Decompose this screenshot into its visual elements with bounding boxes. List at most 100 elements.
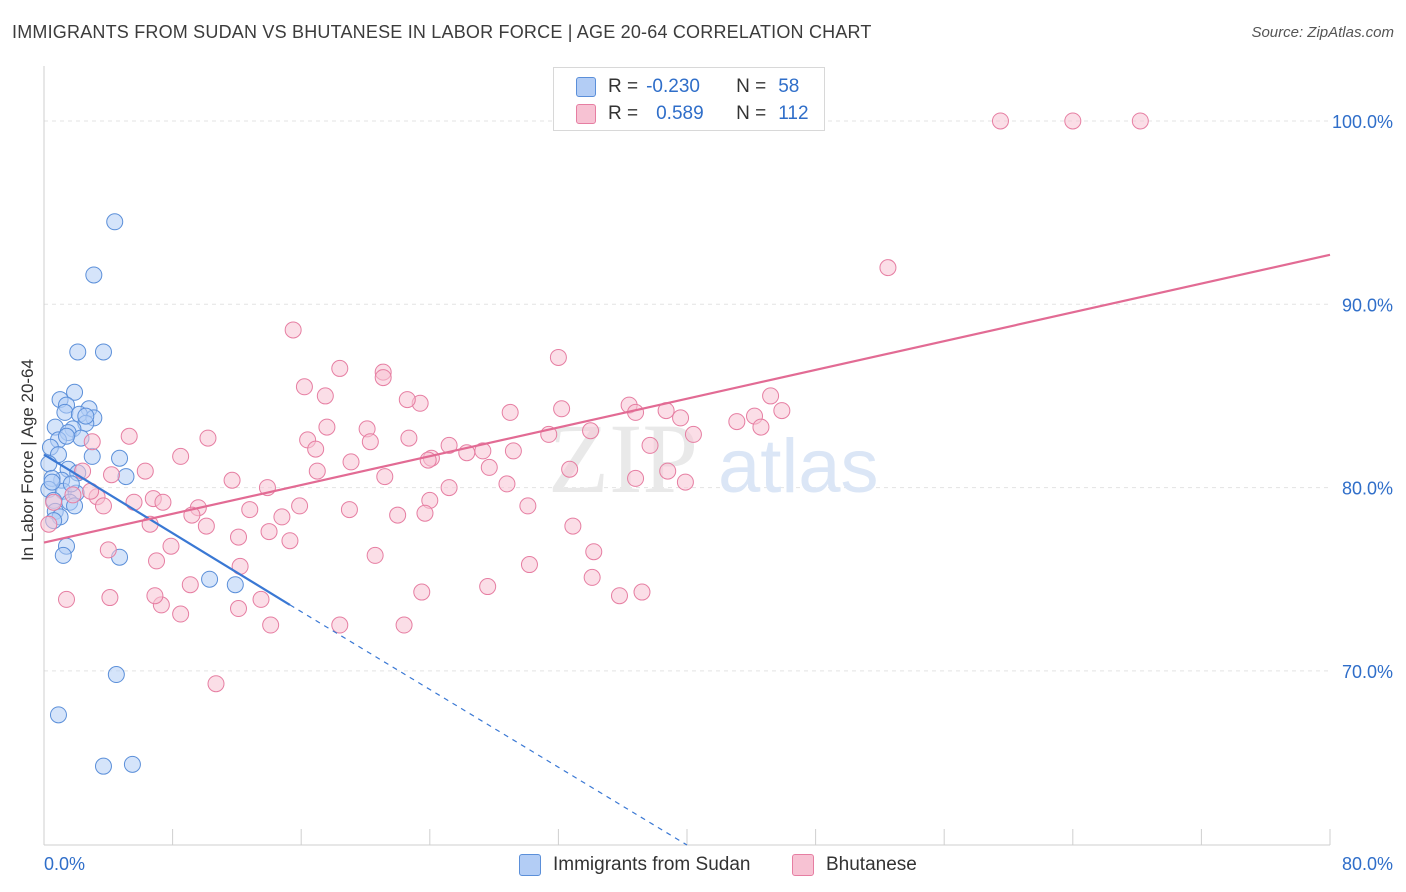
bhutanese-point [284,321,302,339]
bhutanese-point [561,460,579,478]
y-axis-label: In Labor Force | Age 20-64 [18,359,37,561]
bhutanese-point [197,517,215,535]
bhutanese-point [440,436,458,454]
watermark-atlas: atlas [718,424,879,509]
bhutanese-point [99,541,117,559]
bhutanese-point [480,458,498,476]
sudan-point [111,449,129,467]
y-tick-label: 70.0% [1342,662,1393,682]
legend-r-value: 0.589 [656,103,704,124]
legend-n-value: 112 [778,103,809,124]
bhutanese-point [252,590,270,608]
sudan-point [106,213,124,231]
bhutanese-point [64,486,82,504]
x-tick-label: 80.0% [1342,854,1393,874]
sudan-point [56,403,74,421]
bhutanese-point [148,552,166,570]
bhutanese-point [74,462,92,480]
bhutanese-point [101,589,119,607]
sudan-legend-swatch [519,854,541,876]
sudan-point [123,755,141,773]
bhutanese-point [498,475,516,493]
bhutanese-point [291,497,309,515]
bhutanese-point [641,436,659,454]
bhutanese-point [413,583,431,601]
bhutanese-point [676,473,694,491]
sudan-trend-line [43,453,291,606]
sudan-point [69,343,87,361]
bhutanese-point [162,537,180,555]
sudan-point [58,427,76,445]
series-name-sudan: Immigrants from Sudan [553,854,751,875]
bhutanese-point [331,616,349,634]
bhutanese-point [361,433,379,451]
bhutanese-point [223,471,241,489]
bhutanese-point [1064,112,1082,130]
bhutanese-point [125,493,143,511]
bhutanese-point [1131,112,1149,130]
legend-n-value: 58 [778,76,800,97]
bhutanese-point [762,387,780,405]
bhutanese-point [752,418,770,436]
bhutanese-point [260,523,278,541]
legend-r-label: R = [608,103,639,124]
bhutanese-point [549,348,567,366]
trend-lines [43,253,1331,846]
bhutanese-point [316,387,334,405]
sudan-point [54,546,72,564]
bhutanese-point [684,425,702,443]
legend-row-bhutanese: R = 0.589 N = 112 [576,101,809,127]
bhutanese-point [479,578,497,596]
bhutanese-point [501,403,519,421]
sudan-point [85,266,103,284]
bhutanese-point [376,468,394,486]
bhutanese-point [308,462,326,480]
bhutanese-point [991,112,1009,130]
bhutanese-point [273,508,291,526]
bhutanese-point [504,442,522,460]
bhutanese-point [659,462,677,480]
bhutanese-point [318,418,336,436]
bhutanese-legend-swatch [792,854,814,876]
bhutanese-point [633,583,651,601]
bhutanese-point [172,605,190,623]
bhutanese-point [281,532,299,550]
data-points [40,112,1149,775]
bhutanese-point [262,616,280,634]
bhutanese-point [40,515,58,533]
bhutanese-point [585,543,603,561]
bhutanese-point [879,259,897,277]
legend-row-sudan: R = -0.230 N = 58 [576,74,799,100]
correlation-legend: R = -0.230 N = 58 R = 0.589 N = 112 [553,67,825,131]
bhutanese-point [389,506,407,524]
bhutanese-point [331,359,349,377]
bhutanese-point [307,440,325,458]
sudan-swatch [576,77,596,97]
bhutanese-point [416,504,434,522]
bhutanese-point [295,378,313,396]
bhutanese-point [94,497,112,515]
bhutanese-point [519,497,537,515]
bhutanese-point [374,369,392,387]
sudan-point [49,706,67,724]
bhutanese-trend-line [43,253,1331,544]
sudan-point [107,666,125,684]
bhutanese-point [241,501,259,519]
sudan-point [43,473,61,491]
bhutanese-point [199,429,217,447]
bhutanese-point [520,556,538,574]
bhutanese-point [564,517,582,535]
legend-r-label: R = [608,76,639,97]
bhutanese-point [342,453,360,471]
chart-title: IMMIGRANTS FROM SUDAN VS BHUTANESE IN LA… [12,22,872,42]
sudan-point [94,757,112,775]
bhutanese-point [672,409,690,427]
y-tick-label: 90.0% [1342,295,1393,315]
bhutanese-point [583,568,601,586]
series-legend-sudan: Immigrants from Sudan [519,852,750,878]
sudan-point [94,343,112,361]
bhutanese-point [728,413,746,431]
bhutanese-point [398,391,416,409]
bhutanese-point [610,587,628,605]
sudan-point [226,576,244,594]
